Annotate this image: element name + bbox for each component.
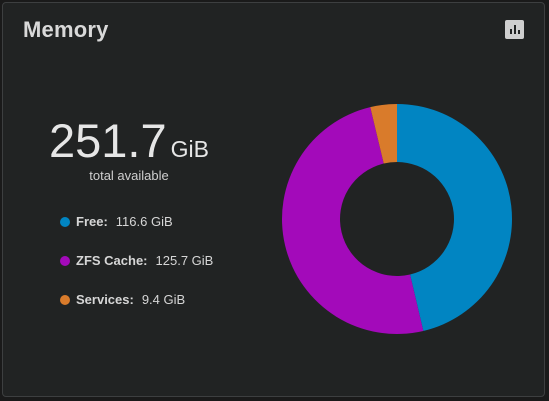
bar-chart-icon[interactable] [505, 20, 524, 39]
legend-item-services: Services: 9.4 GiB [60, 290, 185, 310]
card-title: Memory [23, 17, 109, 42]
total-value: 251.7 [49, 114, 167, 167]
legend-value: 125.7 GiB [155, 253, 214, 268]
legend-value: 116.6 GiB [115, 214, 173, 229]
legend-dot-free [60, 216, 70, 227]
legend-dot-services [60, 294, 70, 305]
donut-slice-services[interactable] [370, 104, 397, 164]
legend-item-free: Free: 116.6 GiB [60, 212, 173, 232]
bar-chart-icon-bar [514, 25, 516, 34]
bar-chart-icon-bar [518, 30, 520, 34]
legend-dot-zfs-cache [60, 255, 70, 266]
memory-card: Memory 251.7 GiB total available Free: 116… [2, 2, 545, 397]
donut-slice-zfs-cache[interactable] [282, 107, 424, 334]
total-caption: total available [89, 168, 169, 183]
legend-item-zfs-cache: ZFS Cache: 125.7 GiB [60, 251, 213, 271]
legend-value: 9.4 GiB [141, 292, 186, 307]
donut-slice-free[interactable] [397, 104, 513, 331]
legend-label: Services: [76, 292, 134, 307]
legend-label: Free: [76, 214, 108, 229]
total-available: 251.7 GiB [3, 116, 255, 166]
memory-donut-chart [282, 104, 513, 334]
legend-label: ZFS Cache: [76, 253, 148, 268]
bar-chart-icon-bar [510, 29, 512, 34]
total-unit: GiB [170, 136, 209, 162]
